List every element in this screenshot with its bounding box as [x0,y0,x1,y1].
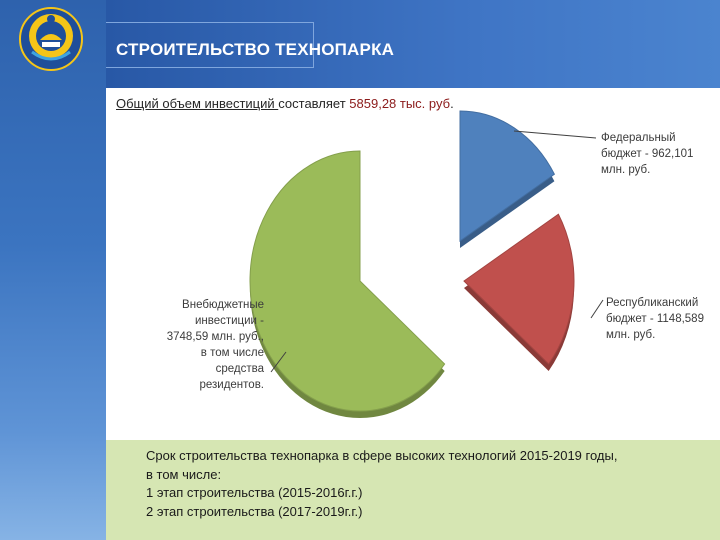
slice-extrabudgetary-label-line: резидентов. [199,379,264,391]
slice-federal-leader-line [513,130,597,139]
slice-republican-label-line: Республиканский [606,297,698,309]
slice-extrabudgetary [249,150,446,419]
slice-federal-label-line: млн. руб. [601,164,650,176]
slice-republican-label-line: бюджет - 1148,589 [606,313,704,325]
construction-timeline-box: Срок строительства технопарка в сфере вы… [106,440,720,540]
timeline-line-2: в том числе: [146,466,222,482]
timeline-line-1: Срок строительства технопарка в сфере вы… [146,448,618,463]
subtitle-end: . [450,96,454,111]
slide-header [106,0,720,88]
slice-federal-face [459,110,556,242]
pie-chart-canvas: Федеральный бюджет - 962,101 млн. руб.Респ… [167,110,704,419]
slice-republican-leader-line [590,299,604,319]
timeline-line-3: 1 этап строительства (2015-2016г.г.) [146,485,363,500]
slice-extrabudgetary-face [249,150,446,412]
slice-republican-face [463,213,575,365]
slice-federal-label-line: Федеральный [601,132,676,144]
subtitle-underlined: Общий объем инвестиций [116,96,279,111]
slice-extrabudgetary-label-line: 3748,59 млн. руб., [167,331,264,343]
left-sidebar [0,0,106,540]
slice-extrabudgetary-label-line: в том числе [201,347,264,359]
slice-extrabudgetary-leader-line [270,351,287,373]
slice-extrabudgetary-label-line: Внебюджетные [182,299,264,311]
coat-of-arms-icon [19,7,83,71]
slice-extrabudgetary-label-line: средства [216,363,265,375]
slice-extrabudgetary-label-line: инвестиции - [195,315,264,327]
slice-republican [463,213,575,372]
timeline-line-4: 2 этап строительства (2017-2019г.г.) [146,503,363,519]
header-frame [106,22,314,68]
slice-republican-label-line: млн. руб. [606,329,655,341]
investment-pie-chart: Федеральный бюджет - 962,101 млн. руб. Респ… [106,88,720,440]
subtitle-mid: составляет [278,96,350,111]
slide-title: СТРОИТЕЛЬСТВО ТЕХНОПАРКА [116,40,395,59]
investment-summary: Общий объем инвестиций составляет 5859,2… [116,96,454,111]
slice-federal-label-line: бюджет - 962,101 [601,148,693,160]
slice-extrabudgetary-label: Внебюджетные инвестиции - 3748,59 млн. руб… [167,299,265,391]
slice-republican-label: Республиканский бюджет - 1148,589 млн. руб… [606,297,704,341]
slice-federal [459,110,556,248]
subtitle-amount: 5859,28 тыс. руб [349,96,451,111]
slice-federal-label: Федеральный бюджет - 962,101 млн. руб. [601,132,693,176]
